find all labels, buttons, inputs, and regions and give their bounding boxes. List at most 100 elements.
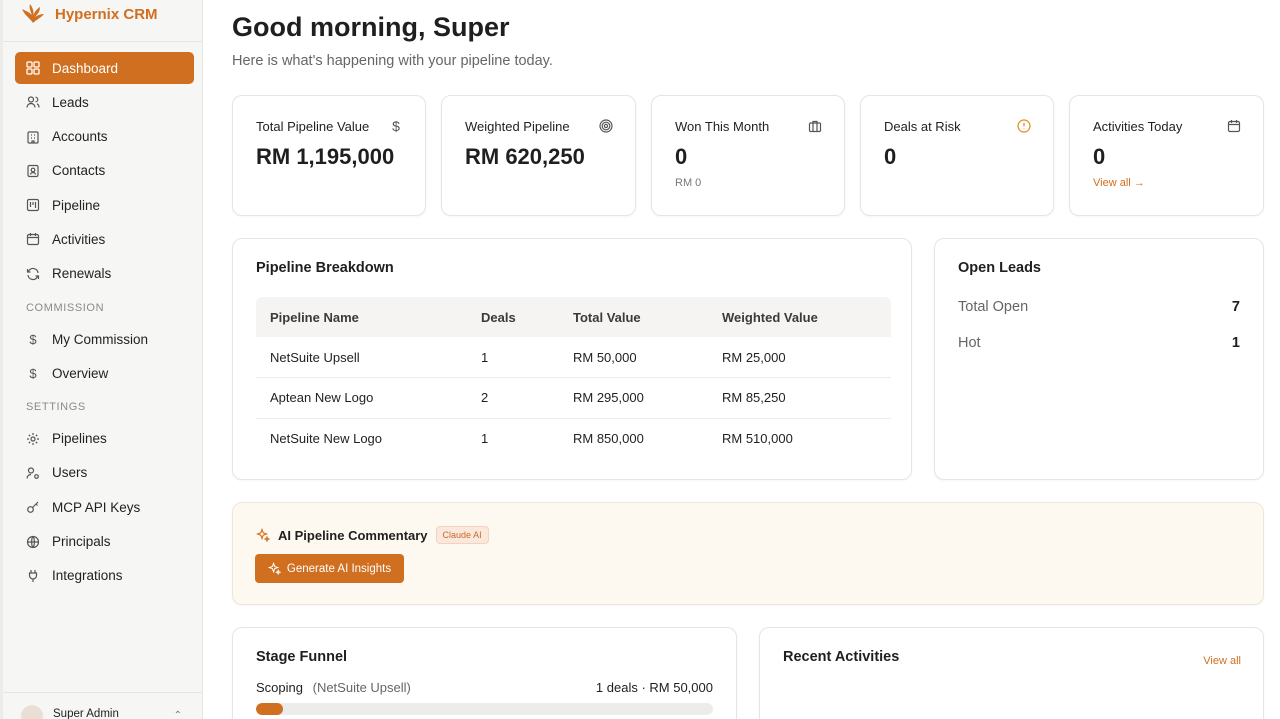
sidebar-item-renewals[interactable]: Renewals xyxy=(15,258,194,290)
phoenix-logo-icon xyxy=(22,4,44,23)
avatar xyxy=(21,705,43,719)
pipeline-breakdown-card: Pipeline Breakdown Pipeline Name Deals T… xyxy=(232,238,912,480)
table-row[interactable]: NetSuite Upsell 1 RM 50,000 RM 25,000 xyxy=(256,337,891,378)
user-menu[interactable]: Super Admin ⌃ xyxy=(3,692,202,719)
stat-value: RM 620,250 xyxy=(465,144,585,169)
cell-pipeline-name: NetSuite Upsell xyxy=(256,337,467,378)
funnel-progress-bar xyxy=(256,703,713,715)
pipeline-breakdown-table: Pipeline Name Deals Total Value Weighted… xyxy=(256,297,891,459)
stat-label: Deals at Risk xyxy=(884,119,961,134)
section-settings: SETTINGS xyxy=(26,401,86,414)
sidebar-nav: Dashboard Leads Accounts Contacts Pipeli… xyxy=(15,52,194,594)
sidebar-item-contacts[interactable]: Contacts xyxy=(15,155,194,187)
stat-label: Weighted Pipeline xyxy=(465,119,570,134)
table-header-row: Pipeline Name Deals Total Value Weighted… xyxy=(256,297,891,337)
user-key-icon xyxy=(26,466,40,480)
building-icon xyxy=(26,130,40,144)
column-header[interactable]: Total Value xyxy=(559,297,708,337)
sidebar-item-principals[interactable]: Principals xyxy=(15,526,194,558)
sidebar-item-label: Renewals xyxy=(52,266,112,282)
sidebar-item-overview[interactable]: $ Overview xyxy=(15,357,194,389)
dashboard-icon xyxy=(26,61,40,75)
sidebar-item-label: Accounts xyxy=(52,129,108,145)
cell-total-value: RM 50,000 xyxy=(559,337,708,378)
cell-deals: 1 xyxy=(467,337,559,378)
sidebar-item-leads[interactable]: Leads xyxy=(15,86,194,118)
stat-value: 0 xyxy=(675,144,688,169)
sidebar-item-users[interactable]: Users xyxy=(15,457,194,489)
stat-label: Activities Today xyxy=(1093,119,1183,134)
sparkles-icon xyxy=(267,562,281,575)
kanban-icon xyxy=(26,198,40,212)
funnel-progress-fill xyxy=(256,703,284,715)
stat-value: 0 xyxy=(1093,144,1106,169)
calendar-icon xyxy=(1227,119,1241,133)
calendar-icon xyxy=(26,232,40,246)
column-header[interactable]: Deals xyxy=(467,297,559,337)
dollar-icon: $ xyxy=(392,118,400,134)
card-title: Pipeline Breakdown xyxy=(256,260,394,276)
stat-card-weighted-pipeline: Weighted Pipeline RM 620,250 xyxy=(441,95,636,216)
sidebar-item-activities[interactable]: Activities xyxy=(15,223,194,255)
stat-card-won-this-month: Won This Month 0 RM 0 xyxy=(651,95,845,216)
sidebar-item-label: Overview xyxy=(52,365,109,381)
target-icon xyxy=(599,119,613,133)
contact-icon xyxy=(26,164,40,178)
recent-activities-card: Recent Activities View all xyxy=(759,627,1264,719)
sidebar-item-label: Leads xyxy=(52,94,89,110)
sidebar-item-accounts[interactable]: Accounts xyxy=(15,121,194,153)
briefcase-icon xyxy=(808,119,822,133)
users-icon xyxy=(26,95,40,109)
funnel-summary: 1 deals · RM 50,000 xyxy=(595,680,713,695)
sidebar-item-my-commission[interactable]: $ My Commission xyxy=(15,323,194,355)
sidebar-item-label: Users xyxy=(52,465,88,481)
ai-commentary-card: AI Pipeline Commentary Claude AI Generat… xyxy=(232,502,1264,605)
sidebar-divider xyxy=(3,41,202,42)
sidebar-item-integrations[interactable]: Integrations xyxy=(15,560,194,592)
column-header[interactable]: Weighted Value xyxy=(708,297,891,337)
row-label: Hot xyxy=(958,335,981,351)
dollar-icon: $ xyxy=(29,331,37,347)
sidebar: Hypernix CRM Dashboard Leads Accounts C xyxy=(0,0,203,719)
column-header[interactable]: Pipeline Name xyxy=(256,297,467,337)
table-row[interactable]: Aptean New Logo 2 RM 295,000 RM 85,250 xyxy=(256,377,891,419)
view-all-activities-link[interactable]: View all → xyxy=(1093,177,1145,189)
sparkles-icon xyxy=(256,528,270,542)
funnel-stage-name: Scoping xyxy=(256,680,303,695)
sidebar-item-label: Contacts xyxy=(52,163,106,179)
ai-title: AI Pipeline Commentary xyxy=(278,527,428,543)
sidebar-item-mcp-api-keys[interactable]: MCP API Keys xyxy=(15,491,194,523)
page-subtitle: Here is what's happening with your pipel… xyxy=(232,53,553,69)
cell-total-value: RM 295,000 xyxy=(559,377,708,419)
sidebar-item-pipelines[interactable]: Pipelines xyxy=(15,423,194,455)
cell-weighted-value: RM 25,000 xyxy=(708,337,891,378)
globe-icon xyxy=(26,535,40,549)
row-label: Total Open xyxy=(958,299,1029,315)
open-leads-card: Open Leads Total Open 7 Hot 1 xyxy=(934,238,1264,480)
plug-icon xyxy=(26,569,40,583)
sidebar-item-dashboard[interactable]: Dashboard xyxy=(15,52,194,84)
view-all-link[interactable]: View all xyxy=(1203,655,1241,667)
table-row[interactable]: NetSuite New Logo 1 RM 850,000 RM 510,00… xyxy=(256,418,891,459)
stat-card-activities-today: Activities Today 0 View all → xyxy=(1069,95,1264,216)
refresh-icon xyxy=(26,267,40,281)
stat-label: Total Pipeline Value xyxy=(256,119,370,134)
funnel-stage-row: Scoping (NetSuite Upsell) 1 deals · RM 5… xyxy=(256,680,713,695)
section-commission: COMMISSION xyxy=(26,301,105,314)
stat-card-total-pipeline-value: Total Pipeline Value $ RM 1,195,000 xyxy=(232,95,426,216)
card-title: Recent Activities xyxy=(783,649,900,665)
ai-title-row: AI Pipeline Commentary Claude AI xyxy=(256,526,489,544)
cell-weighted-value: RM 85,250 xyxy=(708,377,891,419)
cell-total-value: RM 850,000 xyxy=(573,431,644,446)
stat-value: 0 xyxy=(884,144,897,169)
open-leads-row-hot: Hot 1 xyxy=(958,335,1240,351)
cell-deals: 2 xyxy=(467,377,559,419)
open-leads-row-total: Total Open 7 xyxy=(958,299,1240,315)
sidebar-item-label: Integrations xyxy=(52,568,123,584)
sidebar-item-label: Pipeline xyxy=(52,197,101,213)
sidebar-item-pipeline[interactable]: Pipeline xyxy=(15,189,194,221)
user-name: Super Admin xyxy=(53,708,119,719)
sidebar-item-label: Activities xyxy=(52,231,106,247)
brand[interactable]: Hypernix CRM xyxy=(21,0,158,28)
generate-ai-insights-button[interactable]: Generate AI Insights xyxy=(255,554,404,583)
